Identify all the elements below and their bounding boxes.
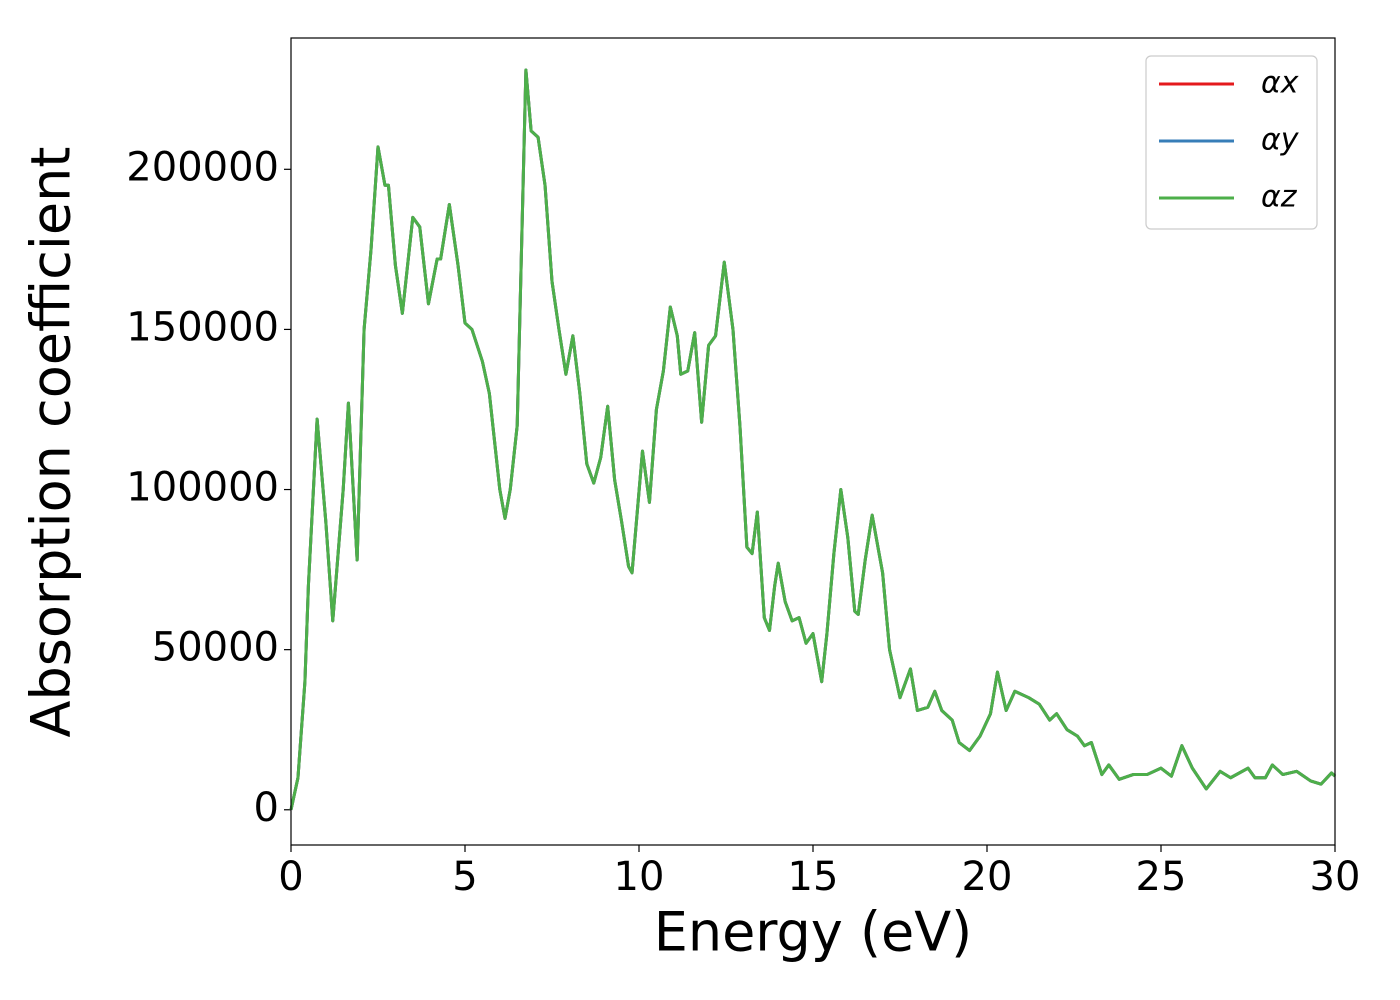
x-tick-label: 20 xyxy=(962,854,1013,900)
x-tick-label: 10 xyxy=(614,854,665,900)
y-tick-label: 50000 xyxy=(152,625,279,671)
line-series xyxy=(289,68,1337,811)
y-tick-label: 100000 xyxy=(126,465,279,511)
x-tick-label: 25 xyxy=(1136,854,1187,900)
x-axis-label: Energy (eV) xyxy=(654,901,973,964)
y-tick-label: 150000 xyxy=(126,304,279,350)
legend-label: αz xyxy=(1261,180,1298,215)
x-tick-label: 30 xyxy=(1310,854,1361,900)
y-tick-label: 0 xyxy=(254,785,279,831)
y-axis-label: Absorption coefficient xyxy=(20,147,83,738)
plot-frame xyxy=(290,37,1336,846)
x-tick-label: 15 xyxy=(788,854,839,900)
x-tick-label: 0 xyxy=(278,854,303,900)
legend-label: αx xyxy=(1261,66,1299,101)
y-tick-label: 200000 xyxy=(126,144,279,190)
x-tick-label: 5 xyxy=(452,854,477,900)
legend-label: αy xyxy=(1261,123,1300,158)
